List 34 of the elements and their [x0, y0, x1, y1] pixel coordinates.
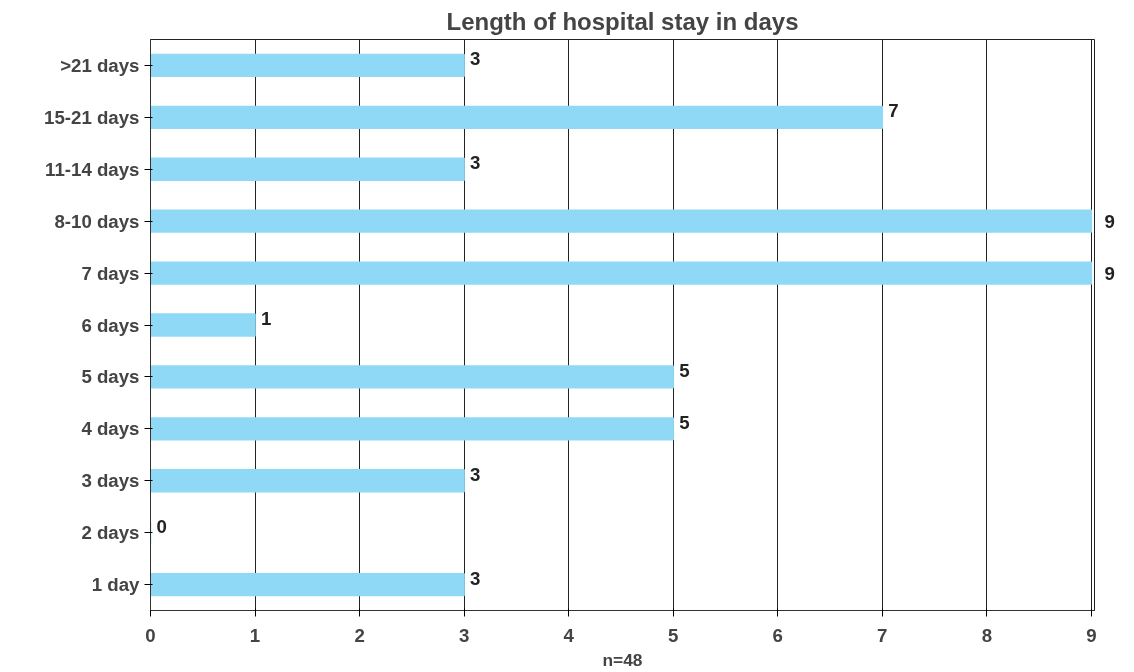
x-tick-label: 6 — [772, 624, 783, 646]
data-label: 5 — [679, 359, 690, 381]
y-tick-label: 1 day — [91, 574, 141, 596]
data-label: 9 — [1104, 210, 1115, 232]
data-label: 0 — [156, 515, 167, 537]
data-label: 5 — [679, 411, 690, 433]
x-tick-label: 8 — [981, 624, 993, 646]
y-tick-label: 3 days — [81, 470, 140, 492]
x-tick-label: 0 — [145, 624, 156, 646]
y-tick-label: 6 days — [81, 314, 140, 336]
y-tick-label: 15-21 days — [44, 106, 140, 128]
y-tick-label: 4 days — [81, 418, 140, 440]
x-tick-label: 2 — [354, 624, 365, 646]
data-label: 9 — [1104, 262, 1115, 284]
y-tick-label: 7 days — [81, 262, 140, 284]
data-label: 3 — [470, 152, 481, 174]
data-label: 1 — [261, 308, 272, 329]
y-tick-label: 11-14 days — [45, 158, 140, 180]
chart-title: Length of hospital stay in days — [446, 7, 799, 35]
data-label: 3 — [470, 567, 481, 589]
y-tick-label: 8-10 days — [54, 210, 140, 232]
y-tick-label: 5 days — [81, 366, 140, 388]
data-label: 7 — [888, 100, 899, 122]
x-tick-label: 5 — [668, 624, 679, 646]
x-tick-label: 3 — [458, 624, 470, 646]
x-tick-label: 7 — [877, 624, 888, 646]
y-tick-label: >21 days — [60, 54, 140, 76]
x-axis-title: n=48 — [602, 649, 643, 670]
x-tick-label: 4 — [563, 624, 575, 646]
data-label: 3 — [470, 48, 481, 70]
x-tick-label: 1 — [249, 624, 261, 646]
data-label: 3 — [470, 463, 481, 485]
x-tick-label: 9 — [1086, 624, 1097, 646]
y-tick-label: 2 days — [81, 522, 140, 544]
